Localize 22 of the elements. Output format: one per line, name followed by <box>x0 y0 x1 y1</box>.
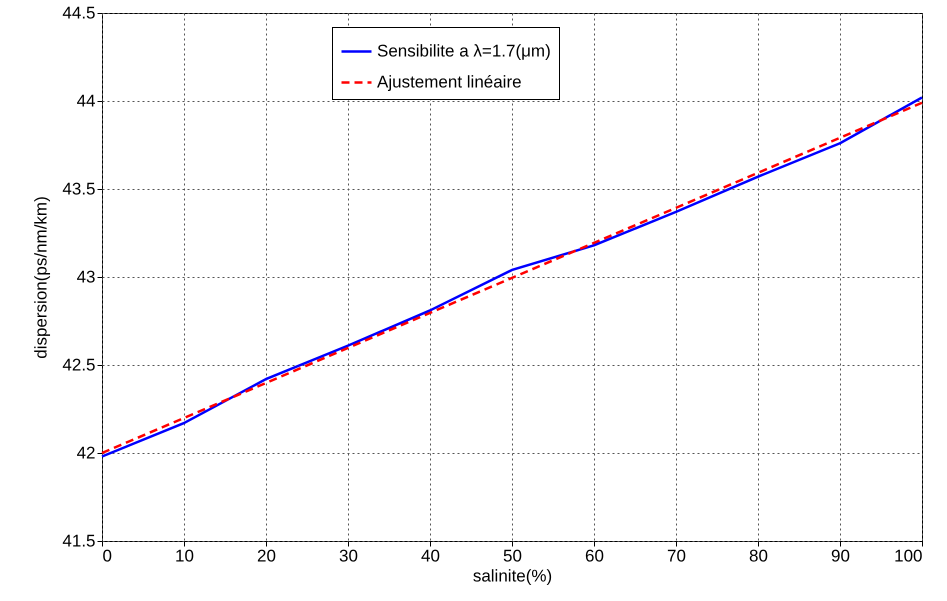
x-tick-label: 30 <box>339 546 358 566</box>
x-tick-label: 90 <box>831 546 850 566</box>
x-tick-label: 40 <box>421 546 440 566</box>
y-tick-label: 43.5 <box>62 180 96 198</box>
legend-label: Ajustement linéaire <box>377 72 522 92</box>
x-tick-label: 70 <box>667 546 686 566</box>
y-tick-label: 42 <box>76 444 96 462</box>
x-tick-label: 10 <box>175 546 194 566</box>
x-tick-label: 20 <box>257 546 276 566</box>
legend-label: Sensibilite a λ=1.7(μm) <box>377 42 551 60</box>
x-tick-label: 80 <box>749 546 768 566</box>
x-tick-label: 0 <box>102 546 112 566</box>
x-tick-label: 60 <box>585 546 604 566</box>
x-tick-label: 100 <box>894 546 922 566</box>
y-tick-label: 43 <box>76 268 96 286</box>
x-tick-label: 50 <box>503 546 522 566</box>
y-tick-label: 41.5 <box>62 532 96 550</box>
y-tick-label: 42.5 <box>62 356 96 374</box>
y-tick-label: 44 <box>76 92 96 110</box>
y-axis-title: dispersion(ps/nm/km) <box>31 196 50 359</box>
x-axis-title: salinite(%) <box>472 566 552 586</box>
y-tick-label: 44.5 <box>62 4 96 22</box>
